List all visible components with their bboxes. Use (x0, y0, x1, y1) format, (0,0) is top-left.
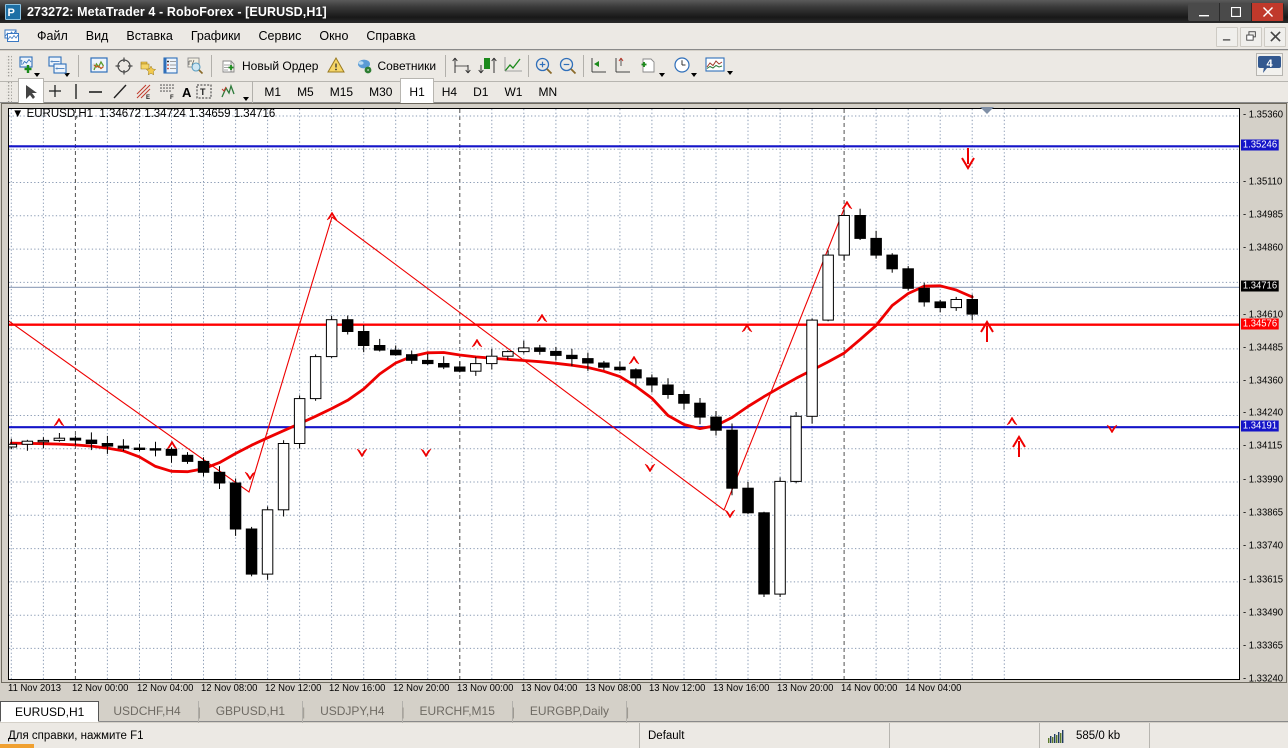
svg-text:P: P (8, 7, 15, 18)
svg-text:4: 4 (1266, 58, 1273, 70)
svg-text:E: E (146, 95, 150, 101)
svg-text:T: T (200, 87, 206, 97)
svg-text:F: F (170, 95, 174, 101)
